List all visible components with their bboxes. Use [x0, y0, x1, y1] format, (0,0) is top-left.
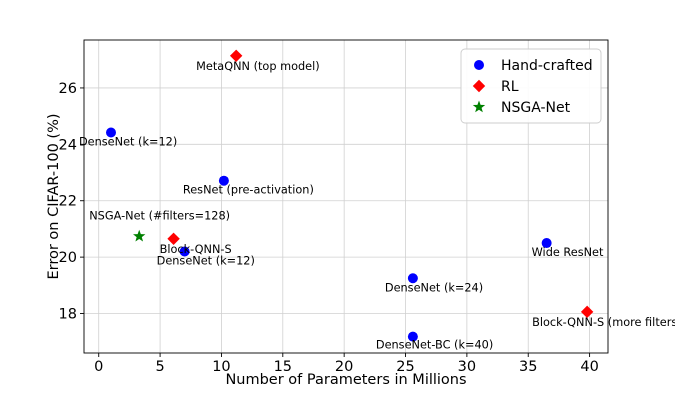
point-hand-crafted [218, 175, 229, 186]
point-hand-crafted [179, 246, 190, 257]
point-label: Wide ResNet [532, 246, 604, 259]
x-tick-label: 30 [458, 359, 476, 375]
legend-marker [472, 100, 486, 113]
legend-marker [472, 79, 486, 93]
legend-marker [474, 60, 484, 70]
legend-label: RL [501, 79, 519, 95]
point-label: DenseNet (k=24) [385, 281, 483, 294]
point-rl [580, 305, 594, 319]
legend: Hand-crafted RL NSGA-Net [460, 48, 602, 124]
x-tick-label: 20 [335, 359, 353, 375]
y-tick-label: 18 [59, 307, 77, 323]
legend-label: Hand-crafted [501, 58, 593, 74]
point-hand-crafted [105, 127, 116, 138]
point-hand-crafted [541, 238, 552, 249]
y-tick-label: 24 [59, 137, 77, 153]
point-rl [167, 232, 180, 245]
legend-box [460, 48, 602, 124]
x-tick-label: 10 [212, 359, 230, 375]
y-tick-label: 20 [59, 250, 77, 266]
point-annotations: DenseNet (k=12) ResNet (pre-activation) De… [79, 60, 675, 352]
point-hand-crafted [407, 331, 418, 342]
x-tick-label: 35 [519, 359, 537, 375]
axis-ticks: 0 5 10 15 20 25 30 35 40 18 20 22 24 26 [59, 81, 599, 375]
point-label: MetaQNN (top model) [196, 60, 320, 73]
x-tick-label: 15 [274, 359, 292, 375]
legend-label: NSGA-Net [501, 100, 571, 116]
point-label: Block-QNN-S (more filters [532, 316, 675, 329]
x-tick-label: 25 [396, 359, 414, 375]
point-label: ResNet (pre-activation) [183, 184, 314, 197]
point-rl [229, 49, 243, 62]
x-tick-label: 5 [155, 359, 164, 375]
y-tick-label: 26 [59, 81, 77, 97]
point-label: NSGA-Net (#filters=128) [89, 209, 230, 222]
point-label: DenseNet (k=12) [79, 135, 177, 148]
x-axis-title: Number of Parameters in Millions [225, 372, 466, 388]
x-tick-label: 0 [94, 359, 103, 375]
y-tick-label: 22 [59, 194, 77, 210]
point-label: DenseNet-BC (k=40) [376, 339, 493, 352]
x-tick-label: 40 [580, 359, 598, 375]
data-points [105, 49, 594, 342]
point-hand-crafted [407, 273, 418, 284]
y-axis-title: Error on CIFAR-100 (%) [46, 113, 62, 279]
point-label: Block-QNN-S [160, 243, 232, 256]
point-label: DenseNet (k=12) [157, 254, 255, 267]
point-nsga-net [133, 229, 146, 242]
plot-frame [83, 39, 609, 354]
